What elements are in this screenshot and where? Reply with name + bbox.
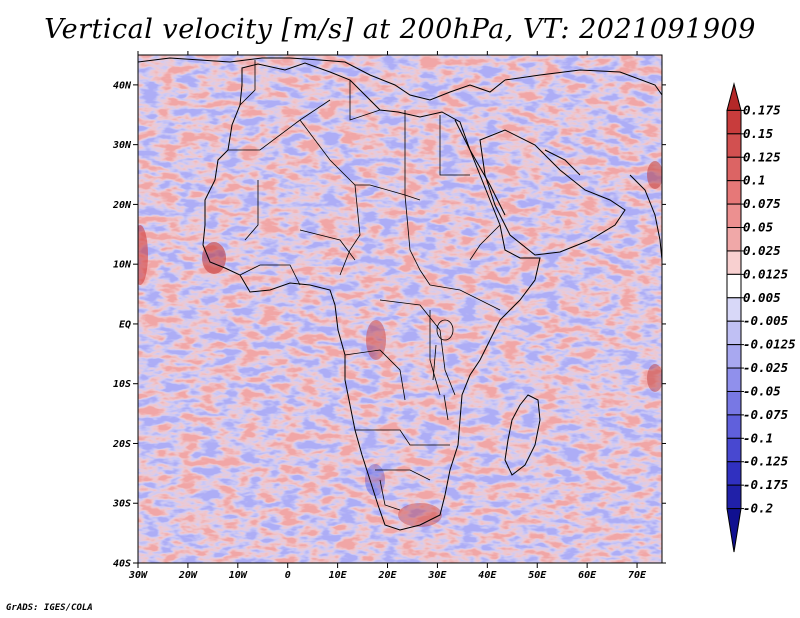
lat-tick-label: 10S	[113, 379, 131, 390]
vertical-velocity-field	[138, 55, 662, 563]
colorbar-label: 0.075	[743, 196, 781, 211]
lat-tick-label: 40N	[113, 80, 132, 91]
lon-tick-label: 10E	[329, 570, 348, 581]
colorbar-label: -0.175	[743, 477, 789, 492]
persian-gulf-coast	[544, 149, 581, 176]
lat-tick-label: 30S	[112, 499, 131, 510]
lon-tick-label: 70E	[628, 570, 647, 581]
europe-coastline	[138, 57, 506, 101]
colorbar-label: -0.005	[743, 313, 789, 328]
lake-tanganyika	[432, 344, 437, 381]
colorbar-swatch	[726, 461, 742, 486]
colorbar-swatch	[726, 203, 742, 229]
colorbar-label: -0.2	[743, 501, 773, 516]
lat-tick-label: 10N	[113, 260, 132, 271]
colorbar-swatch	[726, 414, 742, 439]
colorbar-arrow-bottom	[726, 508, 742, 553]
colorbar-label: -0.075	[743, 407, 789, 422]
colorbar-label: -0.125	[743, 454, 789, 469]
colorbar-label: 0.15	[743, 126, 774, 141]
grads-credit: GrADS: IGES/COLA	[6, 603, 93, 613]
asia-coastline	[504, 69, 662, 96]
colorbar-swatch	[726, 484, 742, 510]
colorbar-swatch	[726, 437, 742, 463]
colorbar-swatch	[726, 227, 742, 252]
map-title: Vertical velocity [m/s] at 200hPa, VT: 2…	[44, 14, 756, 45]
colorbar-swatch	[726, 109, 742, 135]
lake-malawi	[443, 394, 449, 421]
colorbar-label: -0.1	[743, 430, 773, 445]
colorbar-arrow-top	[726, 82, 742, 111]
colorbar: 0.175 0.15 0.125 0.1 0.075 0.05 0.025 0.0125 0.0…	[726, 82, 796, 553]
colorbar-label: 0.175	[743, 102, 781, 117]
latitude-axis: 40N 30N 20N 10N EQ 10S 20S 30S 40S	[112, 80, 666, 570]
red-sea-coast	[454, 119, 506, 216]
colorbar-label: -0.025	[743, 360, 789, 375]
lon-tick-label: 40E	[478, 570, 497, 581]
lon-tick-label: 20E	[377, 570, 397, 581]
plot-frame	[137, 54, 663, 564]
lon-tick-label: 30E	[427, 570, 447, 581]
lon-tick-label: 50E	[528, 570, 547, 581]
lat-tick-label: EQ	[119, 319, 131, 330]
lon-tick-label: 10W	[229, 570, 248, 581]
longitude-axis: 30W 20W 10W 0 10E 20E 30E 40E 50E 60E 70E	[128, 51, 647, 581]
colorbar-swatch	[726, 180, 742, 205]
colorbar-label: 0.005	[743, 290, 781, 305]
colorbar-swatch	[726, 320, 742, 346]
madagascar-coastline	[504, 394, 541, 476]
lake-victoria	[436, 319, 454, 341]
india-coastline	[629, 174, 662, 261]
arabia-coastline	[479, 129, 626, 256]
colorbar-swatch	[726, 344, 742, 369]
colorbar-label: -0.05	[743, 383, 781, 398]
colorbar-label: 0.1	[743, 173, 766, 188]
lon-tick-label: 20W	[178, 570, 198, 581]
lat-tick-label: 20S	[112, 439, 131, 450]
colorbar-label: 0.125	[743, 149, 781, 164]
lon-tick-label: 60E	[578, 570, 597, 581]
colorbar-swatch	[726, 156, 742, 182]
lon-tick-label: 30W	[128, 570, 148, 581]
lon-tick-label: 0	[285, 570, 291, 581]
colorbar-label: -0.0125	[743, 337, 796, 352]
coastlines	[138, 57, 662, 531]
lat-tick-label: 30N	[112, 140, 132, 151]
colorbar-swatch	[726, 390, 742, 416]
colorbar-swatch	[726, 367, 742, 392]
colorbar-swatch	[726, 273, 742, 299]
lakes	[432, 319, 454, 421]
colorbar-swatch	[726, 250, 742, 275]
lat-tick-label: 20N	[112, 200, 132, 211]
colorbar-label: 0.025	[743, 243, 781, 258]
colorbar-label: 0.0125	[743, 266, 789, 281]
country-borders	[228, 60, 501, 511]
colorbar-swatch	[726, 133, 742, 158]
africa-coastline	[202, 62, 541, 531]
colorbar-label: 0.05	[743, 220, 774, 235]
colorbar-swatch	[726, 297, 742, 322]
lat-tick-label: 40S	[113, 559, 131, 570]
